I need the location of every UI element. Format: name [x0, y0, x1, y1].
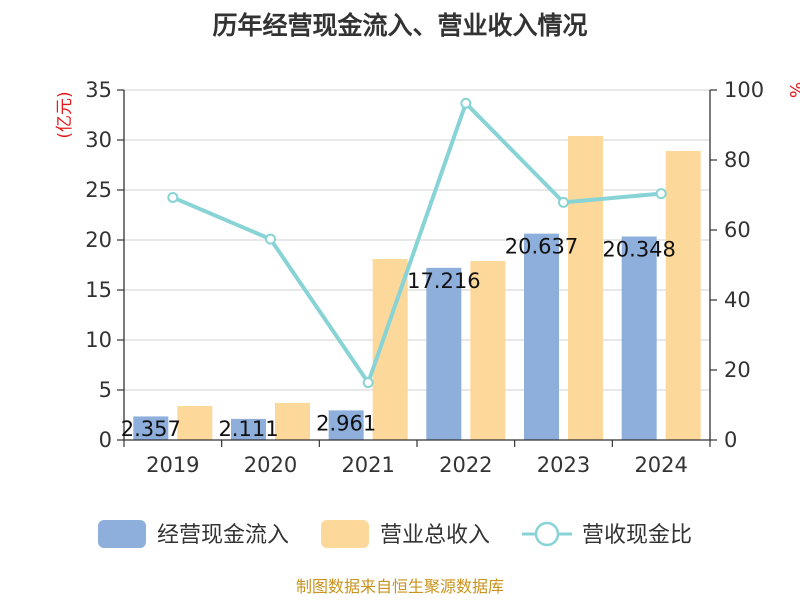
cash-inflow-bar — [524, 233, 559, 440]
ratio-point — [655, 188, 667, 200]
ratio-point — [167, 191, 179, 203]
right-tick-label: 100 — [724, 78, 764, 102]
x-tick-label: 2019 — [146, 453, 199, 477]
legend-swatch-revenue — [321, 520, 369, 548]
x-tick-label: 2024 — [634, 453, 687, 477]
right-tick-label: 60 — [724, 218, 751, 242]
cash-inflow-data-label: 2.961 — [316, 411, 376, 435]
revenue-bar — [568, 136, 603, 440]
axes: 0 5 10 15 20 25 30 35 0 20 40 60 80 100 2019 2020 2021 20… — [85, 78, 764, 477]
x-tick-label: 2022 — [439, 453, 492, 477]
ratio-point — [362, 377, 374, 389]
legend-swatch-cash-inflow — [98, 520, 146, 548]
right-tick-label: 20 — [724, 358, 751, 382]
left-tick-label: 0 — [99, 428, 112, 452]
left-tick-label: 20 — [85, 228, 112, 252]
left-tick-label: 25 — [85, 178, 112, 202]
left-tick-label: 30 — [85, 128, 112, 152]
right-tick-label: 80 — [724, 148, 751, 172]
cash-inflow-bar — [133, 416, 169, 440]
left-tick-label: 15 — [85, 278, 112, 302]
ratio-point — [265, 233, 276, 245]
cash-inflow-data-label: 20.348 — [602, 238, 675, 262]
cash-inflow-data-label: 2.111 — [218, 417, 278, 441]
ratio-point — [460, 97, 472, 109]
cash-inflow-bar — [328, 410, 364, 440]
revenue-bar — [275, 403, 310, 440]
source-note: 制图数据来自恒生聚源数据库 — [296, 577, 504, 596]
right-tick-label: 0 — [724, 428, 737, 452]
legend: 经营现金流入 营业总收入 营收现金比 — [98, 520, 692, 548]
cash-inflow-data-label: 17.216 — [407, 269, 480, 293]
legend-swatch-ratio-marker — [534, 521, 560, 547]
cash-inflow-bar — [231, 418, 266, 440]
revenue-bar — [665, 151, 701, 440]
ratio-line-series — [167, 97, 667, 389]
right-tick-label: 40 — [724, 288, 751, 312]
left-tick-label: 10 — [85, 328, 112, 352]
cash-inflow-data-label: 2.357 — [121, 417, 181, 441]
left-tick-label: 5 — [99, 378, 112, 402]
ratio-point — [558, 196, 569, 208]
right-axis-unit: % — [785, 82, 800, 98]
revenue-bar — [470, 261, 506, 440]
grid-lines — [124, 89, 710, 391]
left-axis-unit: (亿元) — [55, 91, 75, 138]
cash-inflow-data-label: 20.637 — [505, 235, 578, 259]
ratio-line — [172, 101, 662, 385]
data-labels: 2.357 2.111 2.961 17.216 20.637 20.348 — [121, 235, 676, 441]
x-tick-label: 2021 — [341, 453, 394, 477]
revenue-bar — [177, 406, 213, 440]
legend-label-cash-inflow: 经营现金流入 — [157, 523, 289, 548]
cash-inflow-bar — [621, 236, 657, 440]
legend-label-revenue: 营业总收入 — [380, 523, 490, 548]
x-tick-label: 2020 — [244, 453, 297, 477]
legend-label-ratio: 营收现金比 — [582, 523, 692, 548]
cash-inflow-bar — [426, 267, 462, 440]
left-tick-label: 35 — [85, 78, 112, 102]
x-tick-label: 2023 — [537, 453, 590, 477]
bar-series — [133, 136, 701, 440]
chart-title: 历年经营现金流入、营业收入情况 — [212, 11, 587, 40]
